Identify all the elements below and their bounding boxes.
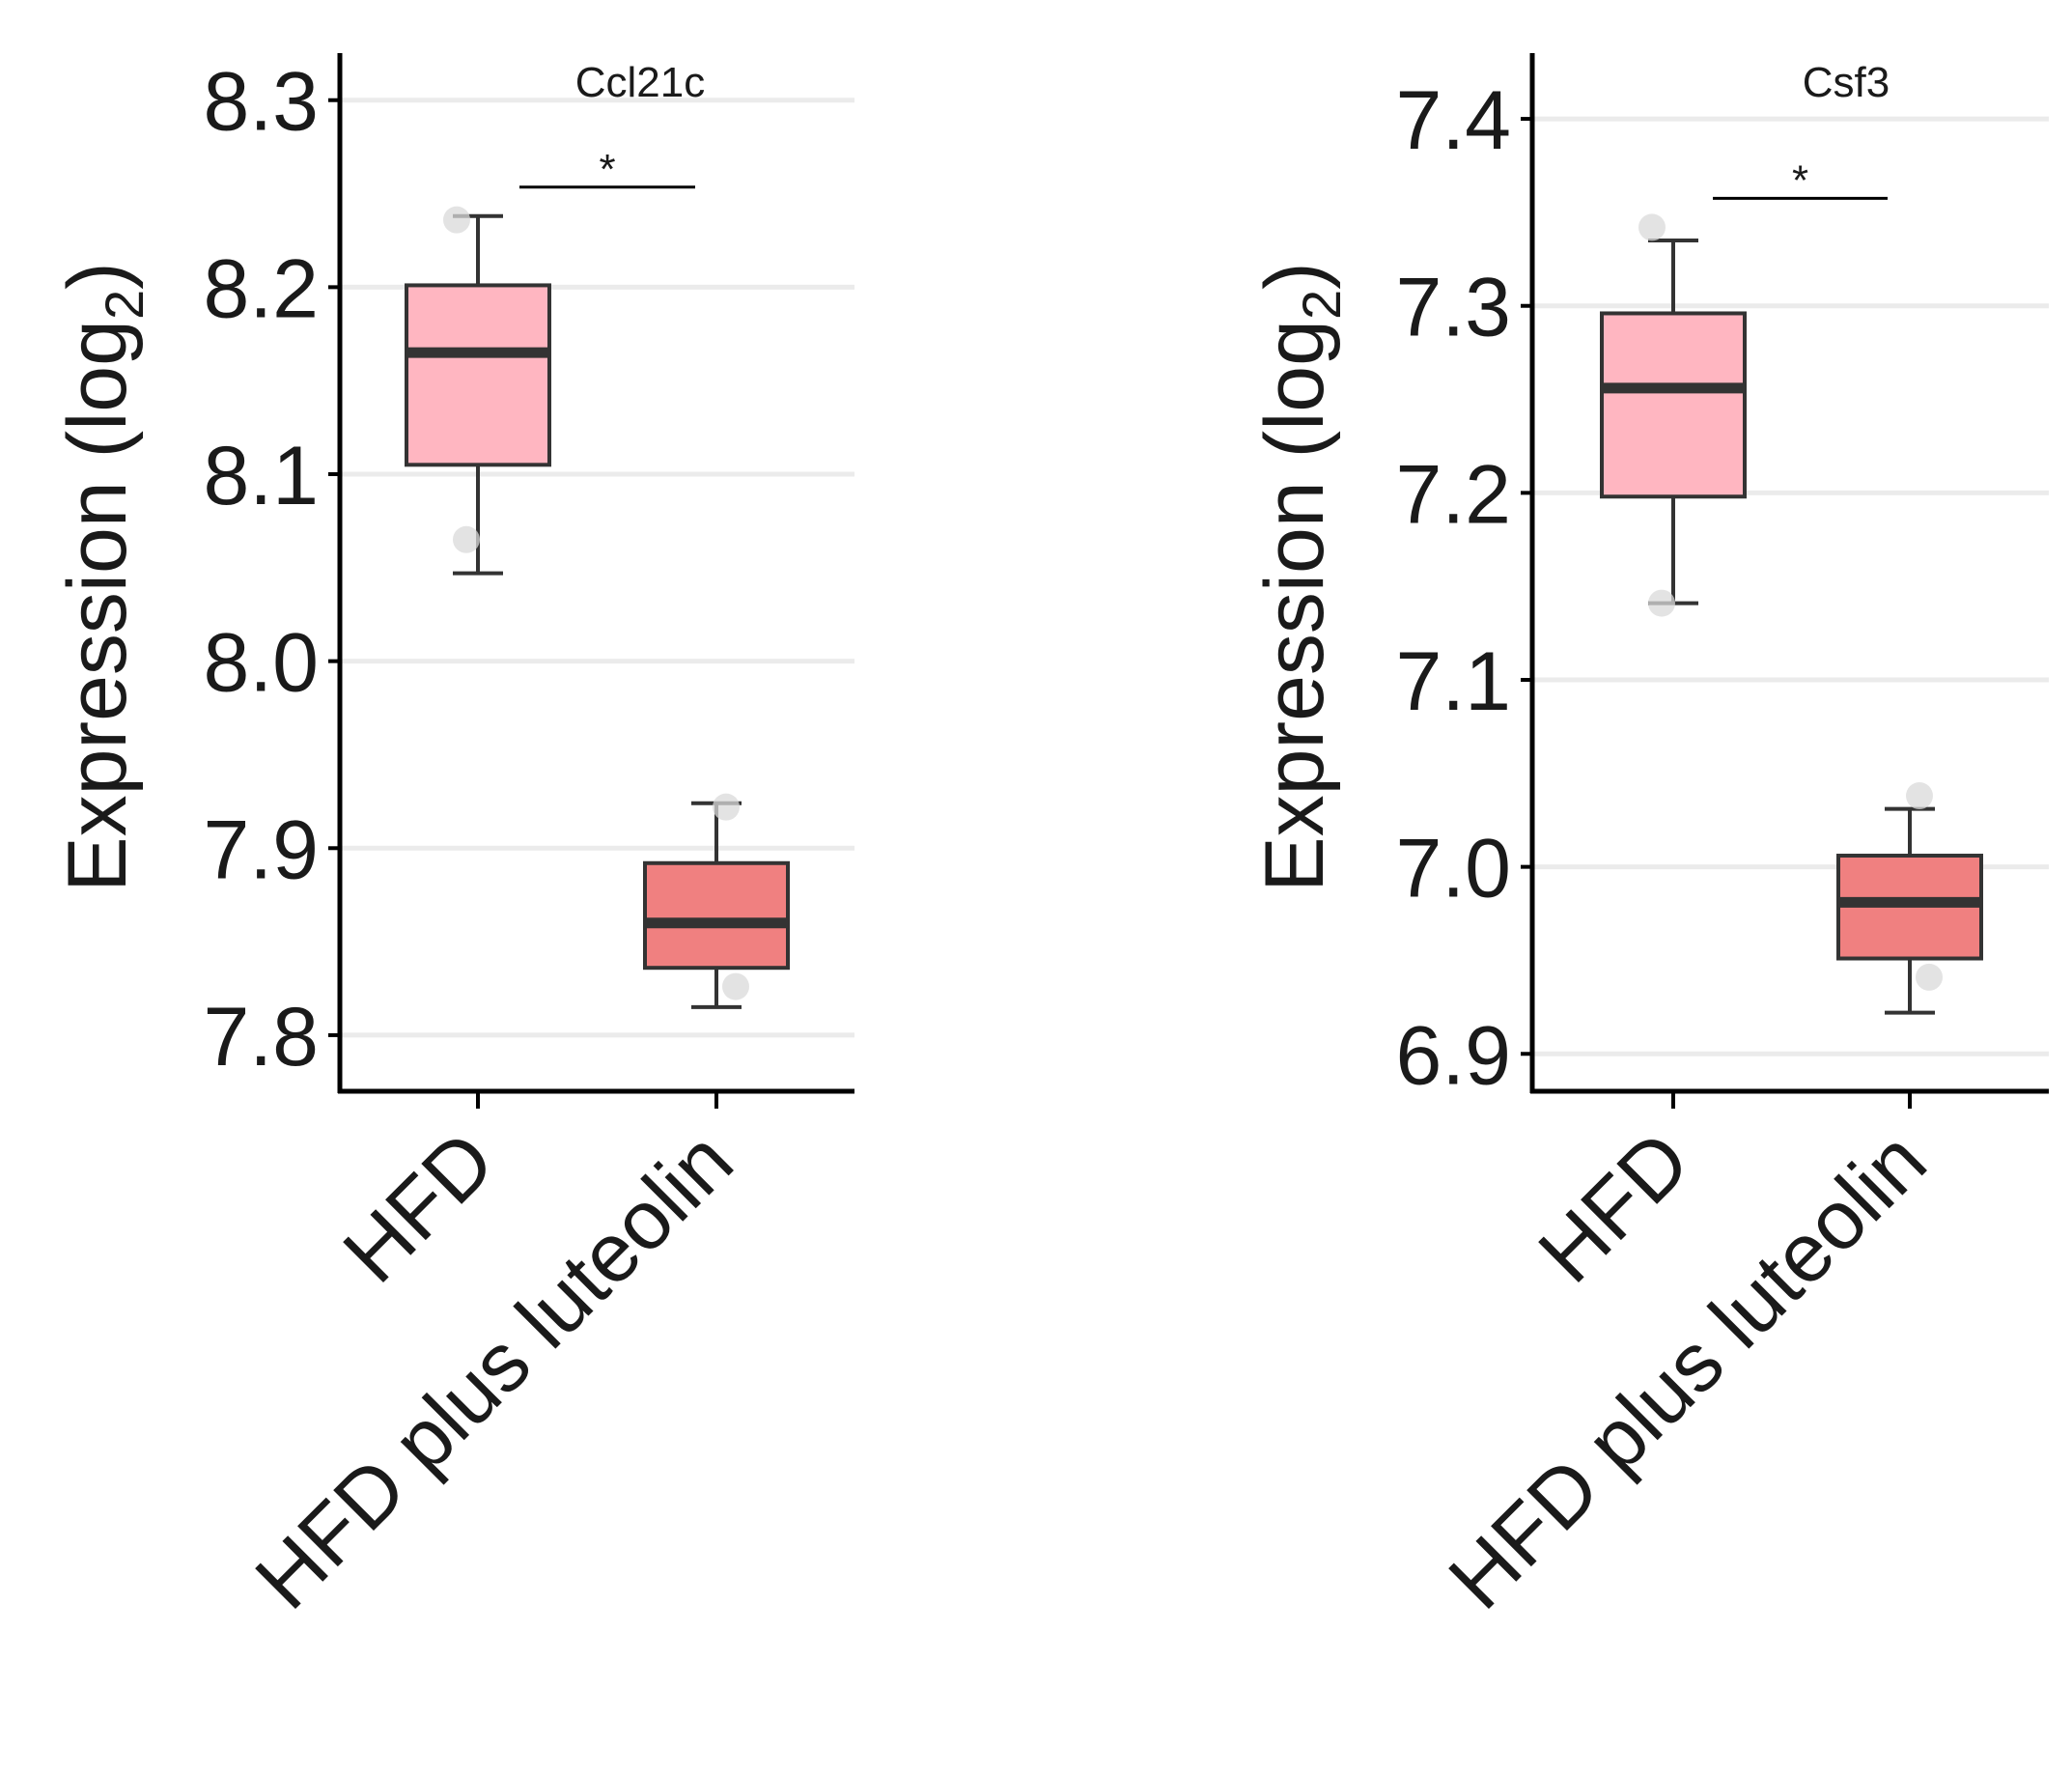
significance-label: * bbox=[1792, 156, 1808, 204]
y-tick-label: 7.3 bbox=[1395, 262, 1511, 354]
y-axis-title-subscript: 2 bbox=[1291, 290, 1352, 320]
box bbox=[643, 860, 790, 971]
y-axis-title-main: Expression (log bbox=[51, 320, 144, 892]
x-tick-label: HFD bbox=[326, 1114, 513, 1301]
y-tick-label: 6.9 bbox=[1395, 1009, 1511, 1102]
data-point bbox=[1648, 589, 1675, 617]
y-tick-label: 7.2 bbox=[1395, 448, 1511, 541]
data-point bbox=[443, 206, 470, 234]
data-point bbox=[713, 793, 740, 821]
significance-label: * bbox=[599, 146, 615, 193]
data-point bbox=[1916, 963, 1943, 991]
y-tick-label: 8.1 bbox=[203, 430, 319, 522]
y-axis-title: Expression (log2) bbox=[51, 262, 154, 892]
box bbox=[1600, 311, 1747, 499]
y-axis-title-subscript: 2 bbox=[94, 290, 154, 320]
panel-title: Ccl21c bbox=[575, 59, 706, 106]
data-point bbox=[1638, 213, 1666, 241]
y-axis-title: Expression (log2) bbox=[1248, 262, 1352, 892]
y-tick-label: 8.3 bbox=[203, 56, 319, 149]
x-tick-label: HFD bbox=[1522, 1114, 1708, 1301]
y-axis-title-main: Expression (log bbox=[1248, 320, 1341, 892]
data-point bbox=[453, 525, 480, 553]
y-axis-title-close: ) bbox=[1248, 262, 1341, 290]
y-tick-label: 7.1 bbox=[1395, 635, 1511, 728]
y-tick-label: 8.2 bbox=[203, 242, 319, 335]
panel-csf3: 6.9 7.0 7.1 7.2 7.3 7.4 Expression (log2) Csf3 *… bbox=[1248, 53, 2049, 1626]
data-point bbox=[722, 972, 749, 1000]
y-tick-label: 7.9 bbox=[203, 803, 319, 896]
box bbox=[405, 283, 551, 467]
panel-title: Csf3 bbox=[1803, 59, 1890, 106]
panel-ccl21c: 7.8 7.9 8.0 8.1 8.2 8.3 Expression (log2) Ccl21… bbox=[51, 53, 854, 1626]
y-tick-label: 8.0 bbox=[203, 617, 319, 710]
y-tick-label: 7.0 bbox=[1395, 823, 1511, 915]
y-tick-label: 7.4 bbox=[1395, 74, 1511, 167]
y-tick-label: 7.8 bbox=[203, 991, 319, 1084]
y-axis-title-close: ) bbox=[51, 262, 144, 290]
data-point bbox=[1906, 782, 1933, 810]
